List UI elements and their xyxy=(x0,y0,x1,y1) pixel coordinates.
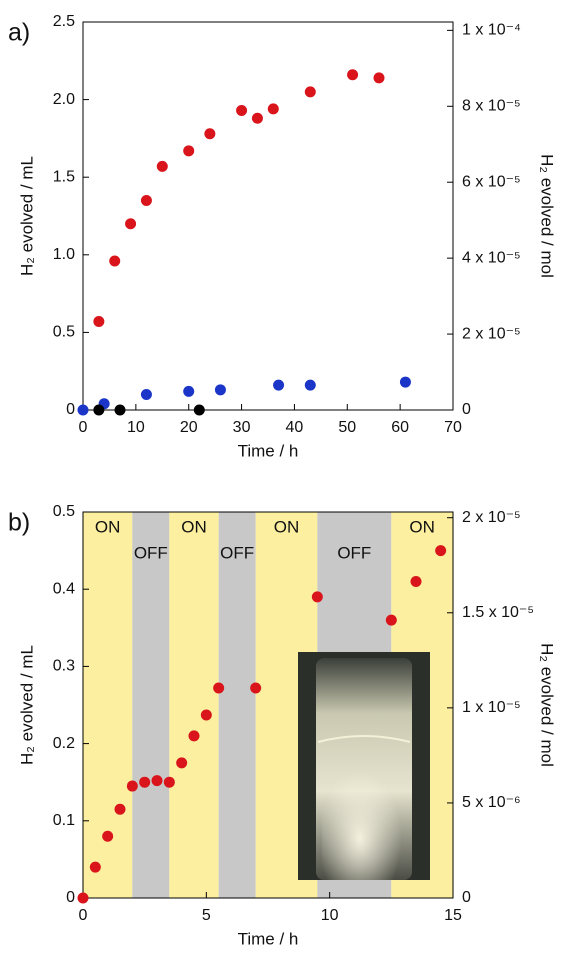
y-tick-label: 0.5 xyxy=(53,503,75,520)
data-point xyxy=(347,69,359,81)
photo-inset xyxy=(298,652,430,880)
panel-label: b) xyxy=(8,509,30,537)
y2-axis-title: H₂ evolved / mol xyxy=(538,643,557,767)
x-tick-label: 70 xyxy=(444,419,462,436)
region-label: ON xyxy=(409,517,435,536)
region-label: OFF xyxy=(220,543,254,562)
data-point xyxy=(163,776,175,788)
data-point xyxy=(89,861,101,873)
x-tick-label: 50 xyxy=(338,419,356,436)
data-point xyxy=(151,775,163,787)
x-tick-label: 20 xyxy=(180,419,198,436)
data-point xyxy=(125,218,137,230)
region-label: ON xyxy=(95,517,121,536)
x-tick-label: 0 xyxy=(79,419,88,436)
data-point xyxy=(236,104,248,116)
data-point xyxy=(77,404,89,416)
data-point xyxy=(304,86,316,98)
x-tick-label: 10 xyxy=(127,419,145,436)
x-axis-title: Time / h xyxy=(238,929,299,948)
y2-tick-label: 6 x 10⁻⁵ xyxy=(462,173,521,190)
y2-axis-title: H₂ evolved / mol xyxy=(538,154,557,278)
data-point xyxy=(183,385,195,397)
y-tick-label: 1.0 xyxy=(53,246,75,263)
x-axis-title: Time / h xyxy=(238,441,299,460)
y-tick-label: 1.5 xyxy=(53,168,75,185)
data-point xyxy=(126,780,138,792)
data-point xyxy=(250,682,262,694)
data-point xyxy=(399,376,411,388)
data-point xyxy=(385,614,397,626)
data-point xyxy=(410,575,422,587)
y-axis-title: H₂ evolved / mL xyxy=(17,645,36,765)
data-point xyxy=(183,145,195,157)
y2-tick-label: 8 x 10⁻⁵ xyxy=(462,98,521,115)
y-tick-label: 0 xyxy=(66,401,75,418)
data-point xyxy=(114,803,126,815)
y-tick-label: 2.0 xyxy=(53,91,75,108)
data-point xyxy=(114,404,126,416)
y2-tick-label: 0 xyxy=(462,889,471,906)
region-label: OFF xyxy=(134,543,168,562)
data-point xyxy=(304,379,316,391)
plot-frame xyxy=(82,511,454,899)
x-tick-label: 15 xyxy=(444,907,462,924)
y-axis-title: H₂ evolved / mL xyxy=(17,156,36,276)
data-point xyxy=(193,404,205,416)
data-point xyxy=(93,404,105,416)
data-point xyxy=(188,730,200,742)
light-region xyxy=(218,512,256,898)
data-point xyxy=(311,591,323,603)
y-tick-label: 0.1 xyxy=(53,812,75,829)
data-point xyxy=(156,160,168,172)
y-tick-label: 0.2 xyxy=(53,735,75,752)
data-point xyxy=(109,255,121,267)
x-tick-label: 60 xyxy=(391,419,409,436)
region-label: ON xyxy=(181,517,207,536)
x-tick-label: 0 xyxy=(79,907,88,924)
y-tick-label: 0 xyxy=(66,889,75,906)
data-point xyxy=(102,830,114,842)
light-region xyxy=(169,512,219,898)
region-label: OFF xyxy=(337,543,371,562)
data-point xyxy=(213,682,225,694)
data-point xyxy=(93,316,105,328)
data-point xyxy=(140,388,152,400)
x-tick-label: 10 xyxy=(321,907,339,924)
data-point xyxy=(200,709,212,721)
y2-tick-label: 4 x 10⁻⁵ xyxy=(462,249,521,266)
data-point xyxy=(140,194,152,206)
data-point xyxy=(214,384,226,396)
plot-frame xyxy=(82,21,454,411)
data-point xyxy=(139,776,151,788)
data-point xyxy=(267,103,279,115)
data-point xyxy=(435,545,447,557)
panel-label: a) xyxy=(8,19,30,47)
data-point xyxy=(77,892,89,904)
y2-tick-label: 2 x 10⁻⁵ xyxy=(462,509,521,526)
y2-tick-label: 1 x 10⁻⁵ xyxy=(462,699,521,716)
data-point xyxy=(204,128,216,140)
y2-tick-label: 0 xyxy=(462,401,471,418)
region-label: ON xyxy=(274,517,300,536)
y-tick-label: 0.3 xyxy=(53,658,75,675)
y2-tick-label: 1.5 x 10⁻⁵ xyxy=(462,604,534,621)
y2-tick-label: 5 x 10⁻⁶ xyxy=(462,794,521,811)
y-tick-label: 2.5 xyxy=(53,13,75,30)
y-tick-label: 0.4 xyxy=(53,580,75,597)
data-point xyxy=(251,112,263,124)
x-tick-label: 30 xyxy=(233,419,251,436)
x-tick-label: 5 xyxy=(202,907,211,924)
y2-tick-label: 2 x 10⁻⁵ xyxy=(462,325,521,342)
data-point xyxy=(273,379,285,391)
data-point xyxy=(373,72,385,84)
y-tick-label: 0.5 xyxy=(53,324,75,341)
y2-tick-label: 1 x 10⁻⁴ xyxy=(462,22,521,39)
data-point xyxy=(176,757,188,769)
x-tick-label: 40 xyxy=(286,419,304,436)
light-region xyxy=(132,512,170,898)
